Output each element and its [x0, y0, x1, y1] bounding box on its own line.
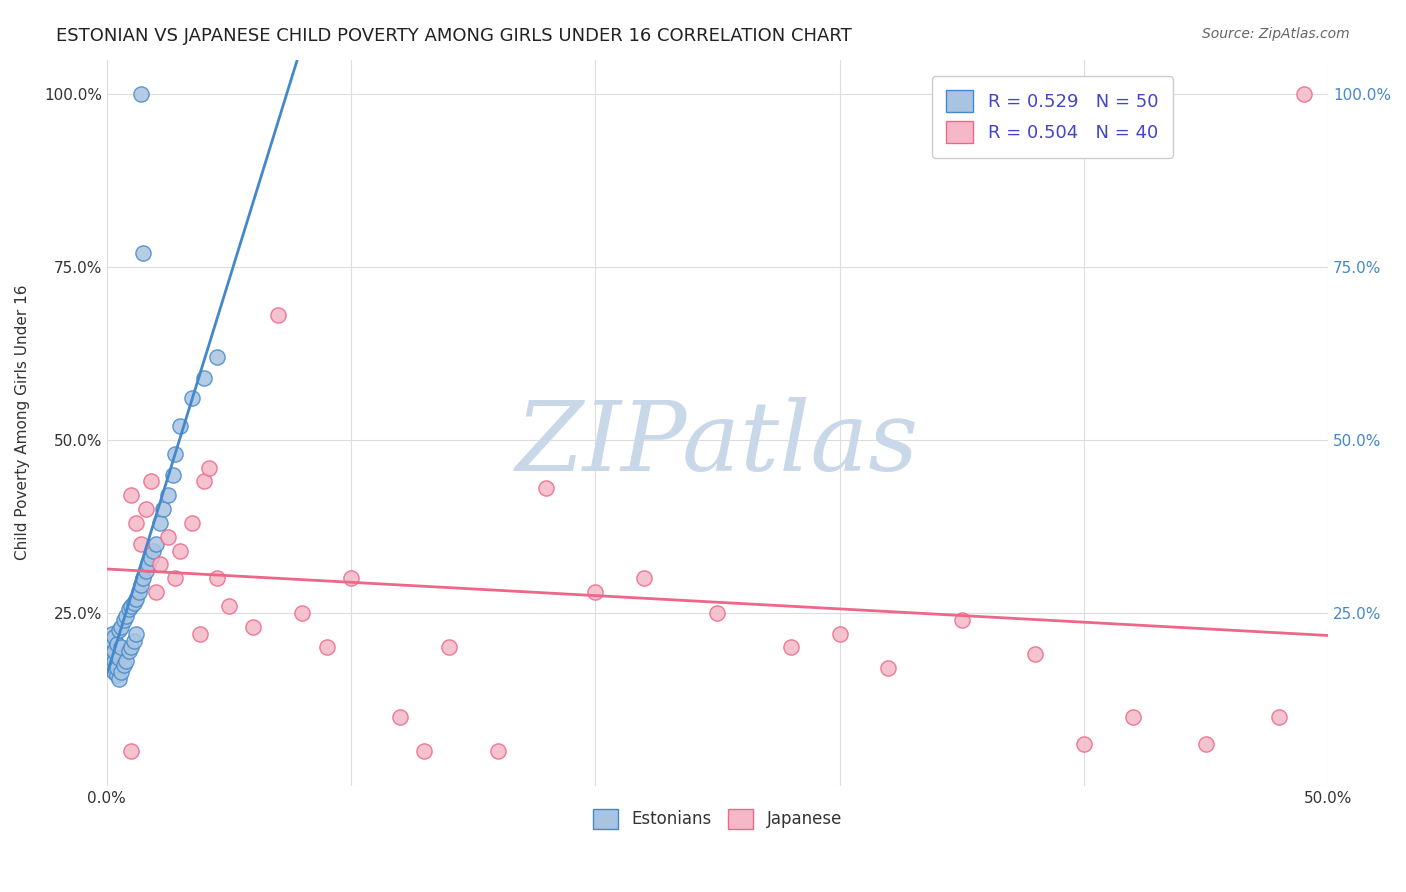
Point	[165, 571, 187, 585]
Point	[486, 744, 509, 758]
Point	[198, 460, 221, 475]
Point	[125, 592, 148, 607]
Point	[139, 550, 162, 565]
Point	[188, 626, 211, 640]
Point	[1268, 709, 1291, 723]
Point	[132, 246, 155, 260]
Point	[193, 475, 215, 489]
Point	[181, 392, 204, 406]
Point	[125, 626, 148, 640]
Point	[437, 640, 460, 655]
Point	[218, 599, 240, 613]
Point	[291, 606, 314, 620]
Point	[108, 672, 131, 686]
Point	[112, 657, 135, 672]
Point	[205, 571, 228, 585]
Point	[129, 578, 152, 592]
Point	[162, 467, 184, 482]
Point	[135, 565, 157, 579]
Point	[98, 644, 121, 658]
Text: ESTONIAN VS JAPANESE CHILD POVERTY AMONG GIRLS UNDER 16 CORRELATION CHART: ESTONIAN VS JAPANESE CHILD POVERTY AMONG…	[56, 27, 852, 45]
Point	[828, 626, 851, 640]
Point	[169, 543, 191, 558]
Point	[136, 558, 159, 572]
Point	[103, 665, 125, 679]
Point	[950, 613, 973, 627]
Point	[145, 537, 167, 551]
Point	[145, 585, 167, 599]
Point	[110, 665, 132, 679]
Text: ZIPatlas: ZIPatlas	[516, 398, 920, 491]
Point	[877, 661, 900, 675]
Point	[1024, 648, 1046, 662]
Point	[115, 654, 138, 668]
Point	[149, 516, 172, 530]
Point	[125, 516, 148, 530]
Point	[98, 650, 121, 665]
Legend: Estonians, Japanese: Estonians, Japanese	[586, 802, 849, 836]
Point	[105, 661, 128, 675]
Point	[165, 447, 187, 461]
Point	[129, 537, 152, 551]
Point	[267, 309, 290, 323]
Point	[1195, 737, 1218, 751]
Text: Source: ZipAtlas.com: Source: ZipAtlas.com	[1202, 27, 1350, 41]
Point	[112, 613, 135, 627]
Point	[413, 744, 436, 758]
Point	[120, 640, 142, 655]
Point	[583, 585, 606, 599]
Point	[120, 744, 142, 758]
Point	[103, 630, 125, 644]
Point	[1122, 709, 1144, 723]
Point	[118, 602, 141, 616]
Point	[108, 650, 131, 665]
Point	[315, 640, 337, 655]
Y-axis label: Child Poverty Among Girls Under 16: Child Poverty Among Girls Under 16	[15, 285, 30, 560]
Point	[388, 709, 411, 723]
Point	[110, 640, 132, 655]
Point	[100, 626, 122, 640]
Point	[105, 637, 128, 651]
Point	[122, 595, 145, 609]
Point	[100, 633, 122, 648]
Point	[142, 543, 165, 558]
Point	[100, 657, 122, 672]
Point	[181, 516, 204, 530]
Point	[120, 488, 142, 502]
Point	[169, 419, 191, 434]
Point	[105, 668, 128, 682]
Point	[108, 623, 131, 637]
Point	[1073, 737, 1095, 751]
Point	[149, 558, 172, 572]
Point	[536, 482, 558, 496]
Point	[115, 609, 138, 624]
Point	[633, 571, 655, 585]
Point	[118, 644, 141, 658]
Point	[156, 530, 179, 544]
Point	[340, 571, 363, 585]
Point	[129, 87, 152, 102]
Point	[98, 640, 121, 655]
Point	[103, 644, 125, 658]
Point	[152, 502, 174, 516]
Point	[103, 654, 125, 668]
Point	[205, 350, 228, 364]
Point	[135, 502, 157, 516]
Point	[128, 585, 150, 599]
Point	[706, 606, 728, 620]
Point	[122, 633, 145, 648]
Point	[139, 475, 162, 489]
Point	[242, 620, 264, 634]
Point	[156, 488, 179, 502]
Point	[779, 640, 801, 655]
Point	[120, 599, 142, 613]
Point	[193, 370, 215, 384]
Point	[132, 571, 155, 585]
Point	[1292, 87, 1315, 102]
Point	[110, 620, 132, 634]
